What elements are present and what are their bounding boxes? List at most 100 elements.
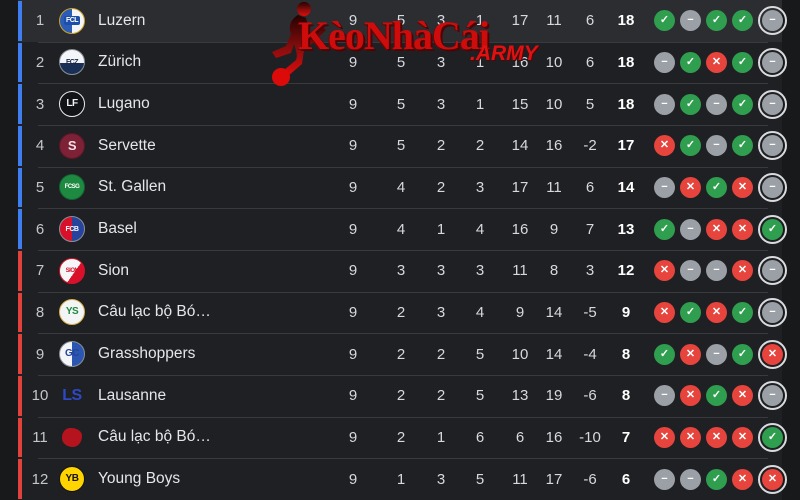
stat-goals-against: 9 <box>549 220 559 238</box>
stat-points: 18 <box>617 53 635 71</box>
stat-goal-difference: -4 <box>583 345 597 363</box>
stat-goals-against: 16 <box>545 137 563 155</box>
team-badge-icon: SION <box>59 257 85 284</box>
stat-draws: 3 <box>436 53 446 71</box>
form-icons-group: ✕ − − ✕ − <box>654 256 787 286</box>
stat-goals-for: 6 <box>515 428 525 446</box>
form-loss-icon: ✕ <box>732 385 753 407</box>
team-name[interactable]: Zürich <box>98 53 142 71</box>
league-standings-table: 1 FCL Luzern 9 5 3 1 17 11 6 18 ✓ − ✓ ✓ − 2 … <box>18 0 787 500</box>
position-number: 4 <box>35 137 45 155</box>
form-win-icon: ✓ <box>680 93 701 115</box>
form-draw-icon: − <box>706 343 727 365</box>
stat-losses: 5 <box>475 470 485 488</box>
table-row[interactable]: 11 Câu lạc bộ Bó… 9 2 1 6 6 16 -10 7 ✕ ✕ ✕… <box>18 416 787 459</box>
stat-played: 9 <box>348 387 358 405</box>
stat-wins: 5 <box>396 53 406 71</box>
stat-played: 9 <box>348 178 358 196</box>
team-name[interactable]: Câu lạc bộ Bó… <box>98 303 211 321</box>
zone-indicator-bar <box>18 417 22 458</box>
table-row[interactable]: 2 FCZ Zürich 9 5 3 1 16 10 6 18 − ✓ ✕ ✓ − <box>18 41 787 84</box>
stat-draws: 2 <box>436 137 446 155</box>
team-name[interactable]: Sion <box>98 261 130 279</box>
form-loss-icon: ✕ <box>732 218 753 240</box>
zone-indicator-bar <box>18 375 22 416</box>
table-row[interactable]: 6 FCB Basel 9 4 1 4 16 9 7 13 ✓ − ✕ ✕ ✓ <box>18 208 787 250</box>
stat-draws: 2 <box>436 345 446 363</box>
team-name[interactable]: Lausanne <box>98 386 167 404</box>
team-name[interactable]: Luzern <box>98 11 146 29</box>
table-row[interactable]: 10 LS Lausanne 9 2 2 5 13 19 -6 8 − ✕ ✓ ✕ − <box>18 374 787 417</box>
form-draw-icon: − <box>758 131 787 161</box>
team-badge-icon: FCSG <box>59 174 85 201</box>
table-row[interactable]: 1 FCL Luzern 9 5 3 1 17 11 6 18 ✓ − ✓ ✓ − <box>18 0 787 42</box>
form-win-icon: ✓ <box>680 135 701 157</box>
table-row[interactable]: 3 LF Lugano 9 5 3 1 15 10 5 18 − ✓ − ✓ − <box>18 83 787 125</box>
table-row[interactable]: 7 SION Sion 9 3 3 3 11 8 3 12 ✕ − − ✕ − <box>18 249 787 292</box>
form-win-icon: ✓ <box>654 10 675 32</box>
stat-goal-difference: 6 <box>585 178 595 196</box>
table-row[interactable]: 8 YS Câu lạc bộ Bó… 9 2 3 4 9 14 -5 9 ✕ ✓… <box>18 291 787 334</box>
team-name[interactable]: Young Boys <box>98 470 181 488</box>
team-badge-icon: S <box>59 132 85 159</box>
form-icons-group: − ✕ ✓ ✕ − <box>654 172 787 202</box>
zone-indicator-bar <box>18 84 22 124</box>
stat-played: 9 <box>348 428 358 446</box>
stat-wins: 1 <box>396 470 406 488</box>
form-draw-icon: − <box>680 260 701 282</box>
form-loss-icon: ✕ <box>680 343 701 365</box>
team-badge-label: FCSG <box>64 184 80 191</box>
stat-goals-against: 8 <box>549 262 559 280</box>
form-loss-icon: ✕ <box>732 176 753 198</box>
stat-goals-against: 11 <box>546 12 562 30</box>
team-badge-label: S <box>67 138 77 154</box>
stat-draws: 2 <box>436 178 446 196</box>
table-row[interactable]: 5 FCSG St. Gallen 9 4 2 3 17 11 6 14 − ✕ ✓… <box>18 166 787 209</box>
form-loss-icon: ✕ <box>680 426 701 448</box>
team-name[interactable]: Servette <box>98 136 156 154</box>
form-loss-icon: ✕ <box>654 301 675 323</box>
team-name[interactable]: St. Gallen <box>98 178 167 196</box>
table-row[interactable]: 4 S Servette 9 5 2 2 14 16 -2 17 ✕ ✓ − ✓ − <box>18 124 787 167</box>
stat-goals-for: 11 <box>512 470 528 488</box>
team-name[interactable]: Grasshoppers <box>98 345 196 363</box>
team-badge-icon <box>62 427 82 447</box>
form-loss-icon: ✕ <box>758 464 787 494</box>
table-row[interactable]: 12 YB Young Boys 9 1 3 5 11 17 -6 6 − − ✓ ✕… <box>18 458 787 500</box>
form-draw-icon: − <box>706 135 727 157</box>
zone-indicator-bar <box>18 167 22 208</box>
stat-wins: 3 <box>396 262 406 280</box>
form-win-icon: ✓ <box>654 343 675 365</box>
stat-points: 8 <box>621 387 631 405</box>
form-loss-icon: ✕ <box>680 176 701 198</box>
form-loss-icon: ✕ <box>706 426 727 448</box>
form-loss-icon: ✕ <box>732 426 753 448</box>
stat-goal-difference: 5 <box>585 95 595 113</box>
stat-wins: 2 <box>396 387 406 405</box>
zone-indicator-bar <box>18 125 22 166</box>
team-badge-label: GC <box>65 348 80 360</box>
position-number: 8 <box>35 303 45 321</box>
team-name[interactable]: Câu lạc bộ Bó… <box>98 428 211 446</box>
position-number: 9 <box>35 345 45 363</box>
form-draw-icon: − <box>758 6 787 36</box>
stat-points: 9 <box>621 303 631 321</box>
stat-points: 6 <box>621 470 631 488</box>
form-loss-icon: ✕ <box>680 385 701 407</box>
team-name[interactable]: Basel <box>98 220 137 238</box>
form-draw-icon: − <box>654 176 675 198</box>
stat-goal-difference: 7 <box>585 220 595 238</box>
table-row[interactable]: 9 GC Grasshoppers 9 2 2 5 10 14 -4 8 ✓ ✕ −… <box>18 333 787 375</box>
zone-indicator-bar <box>18 292 22 333</box>
zone-indicator-bar <box>18 250 22 291</box>
team-badge-label: YS <box>65 306 79 318</box>
form-draw-icon: − <box>758 89 787 119</box>
form-icons-group: − ✓ ✕ ✓ − <box>654 47 787 77</box>
zone-indicator-bar <box>18 42 22 83</box>
stat-played: 9 <box>348 220 358 238</box>
stat-goals-for: 13 <box>511 387 529 405</box>
form-icons-group: ✓ − ✕ ✕ ✓ <box>654 214 787 244</box>
stat-goals-for: 17 <box>511 178 529 196</box>
team-name[interactable]: Lugano <box>98 95 150 113</box>
form-win-icon: ✓ <box>706 468 727 490</box>
